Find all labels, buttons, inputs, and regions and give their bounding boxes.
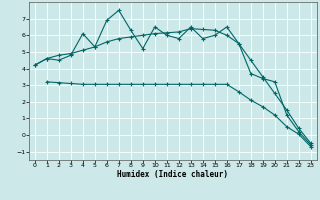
X-axis label: Humidex (Indice chaleur): Humidex (Indice chaleur)	[117, 170, 228, 179]
